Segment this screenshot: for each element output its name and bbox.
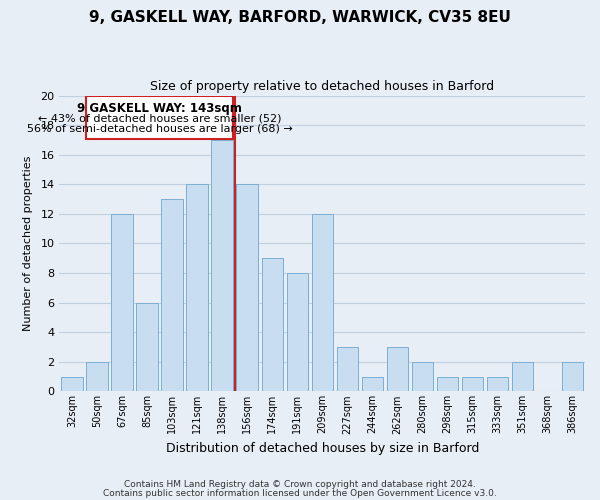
Bar: [512, 362, 533, 392]
Bar: [311, 214, 333, 392]
Bar: [112, 214, 133, 392]
Bar: [287, 273, 308, 392]
Bar: [437, 376, 458, 392]
Text: Contains public sector information licensed under the Open Government Licence v3: Contains public sector information licen…: [103, 489, 497, 498]
Text: 9, GASKELL WAY, BARFORD, WARWICK, CV35 8EU: 9, GASKELL WAY, BARFORD, WARWICK, CV35 8…: [89, 10, 511, 25]
Bar: [236, 184, 258, 392]
Bar: [161, 199, 182, 392]
Text: ← 43% of detached houses are smaller (52): ← 43% of detached houses are smaller (52…: [38, 114, 281, 124]
X-axis label: Distribution of detached houses by size in Barford: Distribution of detached houses by size …: [166, 442, 479, 455]
Bar: [211, 140, 233, 392]
Bar: [487, 376, 508, 392]
Text: 56% of semi-detached houses are larger (68) →: 56% of semi-detached houses are larger (…: [26, 124, 292, 134]
Bar: [136, 302, 158, 392]
Text: 9 GASKELL WAY: 143sqm: 9 GASKELL WAY: 143sqm: [77, 102, 242, 115]
Bar: [86, 362, 107, 392]
Bar: [362, 376, 383, 392]
Bar: [412, 362, 433, 392]
Bar: [187, 184, 208, 392]
Bar: [386, 347, 408, 392]
Text: Contains HM Land Registry data © Crown copyright and database right 2024.: Contains HM Land Registry data © Crown c…: [124, 480, 476, 489]
Bar: [61, 376, 83, 392]
Bar: [262, 258, 283, 392]
FancyBboxPatch shape: [86, 96, 233, 139]
Bar: [337, 347, 358, 392]
Title: Size of property relative to detached houses in Barford: Size of property relative to detached ho…: [150, 80, 494, 93]
Y-axis label: Number of detached properties: Number of detached properties: [23, 156, 34, 331]
Bar: [562, 362, 583, 392]
Bar: [462, 376, 483, 392]
